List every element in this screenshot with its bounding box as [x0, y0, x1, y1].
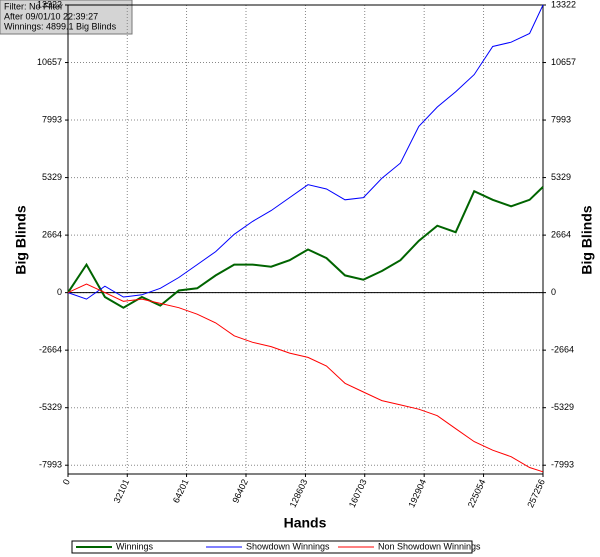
y2-tick-label: 0	[551, 287, 556, 297]
y2-tick-label: -2664	[551, 345, 574, 355]
legend-label: Non Showdown Winnings	[378, 541, 481, 551]
info-filter: Filter: No Filter	[4, 1, 63, 11]
y2-tick-label: -7993	[551, 460, 574, 470]
series-line	[67, 4, 544, 300]
plot-frame	[67, 4, 544, 475]
x-tick-label: 0	[61, 478, 72, 487]
y-tick-label: 7993	[42, 114, 62, 124]
series-line	[67, 186, 544, 309]
legend-box	[71, 540, 473, 554]
series-line	[67, 283, 544, 473]
y-tick-label: -5329	[39, 402, 62, 412]
y-tick-label: 13322	[37, 0, 62, 9]
y-tick-label: 0	[57, 287, 62, 297]
y2-axis-label: Big Blinds	[579, 205, 595, 274]
info-date: After 09/01/10 22:39:27	[4, 11, 98, 21]
y-tick-label: -2664	[39, 345, 62, 355]
y2-tick-label: 2664	[551, 229, 571, 239]
y2-tick-label: 7993	[551, 114, 571, 124]
y2-tick-label: 13322	[551, 0, 576, 9]
legend-label: Showdown Winnings	[246, 541, 330, 551]
y-axis-label: Big Blinds	[13, 205, 29, 274]
y-tick-label: 5329	[42, 172, 62, 182]
legend-label: Winnings	[116, 541, 154, 551]
y-tick-label: 2664	[42, 229, 62, 239]
x-axis-label: Hands	[284, 515, 327, 531]
info-winnings: Winnings: 4899.1 Big Blinds	[4, 21, 117, 31]
y-tick-label: 10657	[37, 57, 62, 67]
info-box	[0, 0, 133, 35]
y2-tick-label: -5329	[551, 402, 574, 412]
y-tick-label: -7993	[39, 460, 62, 470]
y2-tick-label: 5329	[551, 172, 571, 182]
y2-tick-label: 10657	[551, 57, 576, 67]
